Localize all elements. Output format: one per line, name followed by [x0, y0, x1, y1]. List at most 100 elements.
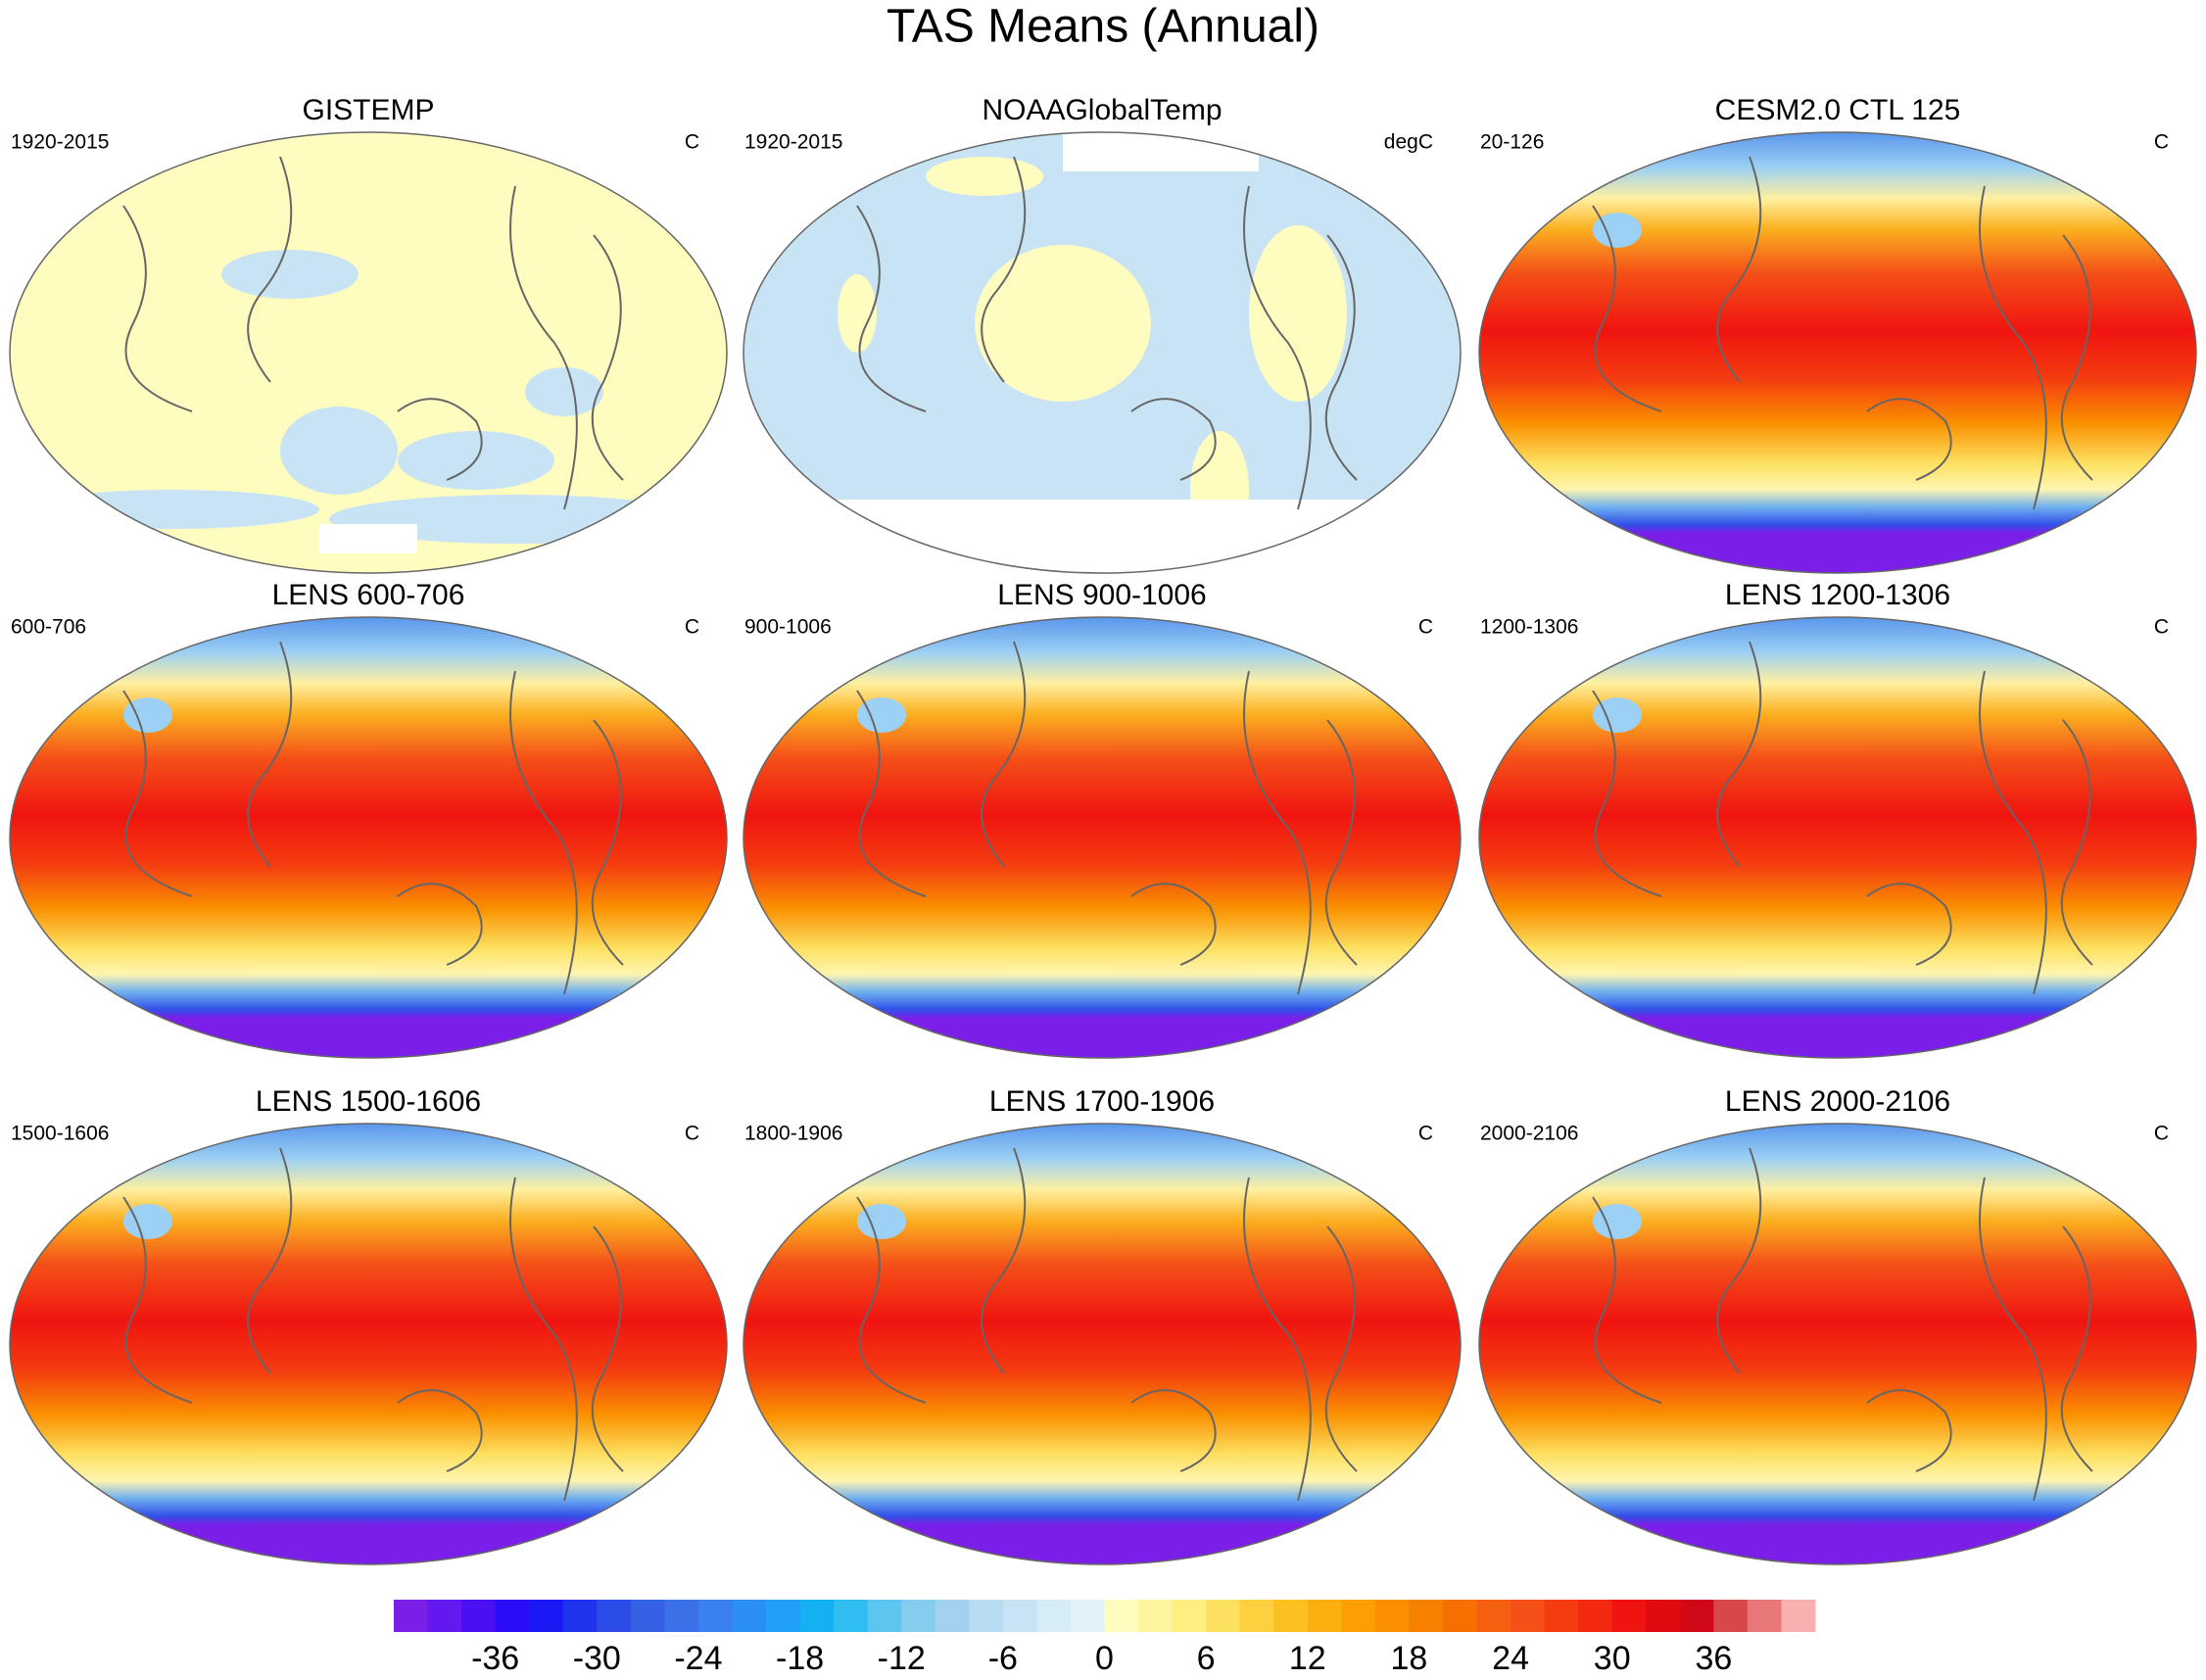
- coastline: [122, 156, 624, 510]
- colorbar-box: [1070, 1600, 1105, 1632]
- panel-right-label: C: [2154, 131, 2169, 154]
- panel-left-label: 600-706: [11, 616, 86, 639]
- map-border: [1478, 616, 2197, 1059]
- cold-region: [857, 697, 906, 733]
- colorbar-box: [1409, 1600, 1444, 1632]
- map-background: [1479, 617, 2196, 1058]
- anomaly-region: [280, 407, 398, 495]
- map-background: [743, 1124, 1461, 1564]
- map-panel: LENS 600-706 600-706 C: [9, 579, 728, 1059]
- colorbar-box: [1104, 1600, 1139, 1632]
- colorbar-box: [1611, 1600, 1647, 1632]
- colorbar-box: [1206, 1600, 1241, 1632]
- panel-right-label: C: [1418, 616, 1433, 639]
- colorbar-box: [1442, 1600, 1478, 1632]
- coastline: [856, 156, 1358, 510]
- panel-title: LENS 1700-1906: [989, 1085, 1215, 1118]
- panel-left-label: 1920-2015: [11, 131, 109, 154]
- colorbar-box: [1036, 1600, 1072, 1632]
- colorbar-box: [969, 1600, 1004, 1632]
- colorbar-box: [630, 1600, 665, 1632]
- colorbar-box: [427, 1600, 462, 1632]
- colorbar-tick-label: 24: [1492, 1640, 1529, 1677]
- panel-title: LENS 600-706: [272, 579, 465, 611]
- panel-title: CESM2.0 CTL 125: [1715, 94, 1961, 126]
- map-panel: NOAAGlobalTemp 1920-2015 degC: [743, 94, 1462, 574]
- colorbar-box: [394, 1600, 429, 1632]
- panel-left-label: 2000-2106: [1480, 1123, 1578, 1145]
- map-border: [9, 616, 728, 1059]
- colorbar-box: [495, 1600, 530, 1632]
- colorbar-tick-label: -6: [988, 1640, 1018, 1677]
- panel-title: LENS 900-1006: [997, 579, 1207, 611]
- figure-title: TAS Means (Annual): [887, 1, 1319, 53]
- colorbar-box: [697, 1600, 733, 1632]
- map-field: [10, 617, 727, 1058]
- anomaly-region: [838, 274, 877, 353]
- panel-title: LENS 2000-2106: [1725, 1085, 1950, 1118]
- colorbar-box: [1374, 1600, 1410, 1632]
- colorbar-box: [1172, 1600, 1207, 1632]
- colorbar-tick-label: -24: [674, 1640, 722, 1677]
- colorbar-box: [597, 1600, 632, 1632]
- colorbar-tick-label: -36: [471, 1640, 519, 1677]
- missing-region: [743, 500, 1461, 573]
- coastline: [122, 1147, 624, 1502]
- anomaly-region: [1249, 225, 1347, 402]
- cold-region: [1593, 697, 1642, 733]
- colorbar-tick-label: 0: [1095, 1640, 1114, 1677]
- colorbar-tick-label: 30: [1594, 1640, 1631, 1677]
- panel-left-label: 1800-1906: [744, 1123, 842, 1145]
- colorbar-tick-label: 18: [1391, 1640, 1428, 1677]
- map-field: [10, 1124, 727, 1564]
- map-border: [743, 1123, 1462, 1565]
- panel-title: NOAAGlobalTemp: [982, 94, 1222, 126]
- map-border: [9, 131, 728, 574]
- colorbar-box: [1646, 1600, 1681, 1632]
- colorbar-tick-label: -18: [776, 1640, 824, 1677]
- colorbar-box: [562, 1600, 598, 1632]
- panel-left-label: 1200-1306: [1480, 616, 1578, 639]
- colorbar-tick-label: 36: [1695, 1640, 1732, 1677]
- colorbar-box: [1511, 1600, 1546, 1632]
- colorbar-box: [901, 1600, 936, 1632]
- colorbar-box: [1341, 1600, 1376, 1632]
- colorbar-tick-label: 6: [1197, 1640, 1216, 1677]
- panel-right-label: C: [685, 131, 699, 154]
- coastline: [856, 1147, 1358, 1502]
- cold-region: [857, 1204, 906, 1239]
- map-background: [10, 617, 727, 1058]
- map-border: [743, 616, 1462, 1059]
- map-panel: LENS 2000-2106 2000-2106 C: [1478, 1085, 2197, 1565]
- colorbar-box: [1578, 1600, 1613, 1632]
- colorbar-box: [867, 1600, 902, 1632]
- colorbar-box: [766, 1600, 801, 1632]
- colorbar-box: [1239, 1600, 1274, 1632]
- panels: GISTEMP 1920-2015 C NOAAGlobalTemp 1920-2015…: [9, 94, 2197, 1565]
- map-field: [1479, 617, 2196, 1058]
- colorbar-box: [664, 1600, 699, 1632]
- panel-left-label: 900-1006: [744, 616, 832, 639]
- cold-region: [1593, 1204, 1642, 1239]
- map-panel: LENS 1700-1906 1800-1906 C: [743, 1085, 1462, 1565]
- missing-region: [1063, 132, 1259, 171]
- panel-title: LENS 1200-1306: [1725, 579, 1950, 611]
- colorbar-tick-label: -30: [573, 1640, 621, 1677]
- panel-title: LENS 1500-1606: [256, 1085, 481, 1118]
- colorbar-tick-label: -12: [878, 1640, 926, 1677]
- colorbar-box: [732, 1600, 767, 1632]
- colorbar-box: [1002, 1600, 1037, 1632]
- cold-region: [1593, 213, 1642, 248]
- anomaly-region: [221, 250, 359, 299]
- map-background: [1479, 132, 2196, 573]
- missing-region: [319, 524, 417, 553]
- map-field: [743, 1124, 1461, 1564]
- map-panel: LENS 1200-1306 1200-1306 C: [1478, 579, 2197, 1059]
- map-panel: CESM2.0 CTL 125 20-126 C: [1478, 94, 2197, 574]
- colorbar-box: [1273, 1600, 1309, 1632]
- coastline: [122, 641, 624, 995]
- colorbar-box: [834, 1600, 869, 1632]
- colorbar-box: [799, 1600, 835, 1632]
- colorbar-box: [461, 1600, 497, 1632]
